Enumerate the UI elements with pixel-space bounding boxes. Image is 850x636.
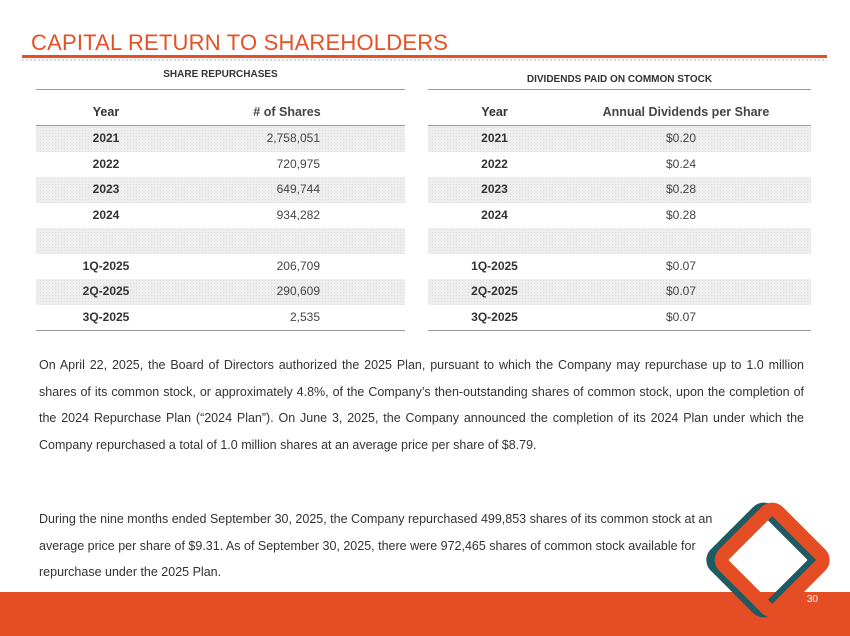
- dividend-cell: $0.07: [666, 309, 697, 324]
- year-cell: 1Q-2025: [82, 258, 130, 273]
- shares-cell: 2,535: [289, 309, 320, 324]
- shares-cell: 2,758,051: [266, 131, 320, 145]
- table-header-row: Year # of Shares: [36, 100, 405, 126]
- table-row: 2Q-2025 290,609: [36, 279, 405, 305]
- year-cell: 3Q-2025: [471, 309, 518, 324]
- table-row: 2024 934,282: [36, 203, 405, 229]
- nine-month-summary-paragraph: During the nine months ended September 3…: [39, 512, 713, 579]
- table-row: 2022 $0.24: [428, 152, 811, 178]
- dividend-cell: $0.28: [666, 182, 697, 196]
- table-row: 3Q-2025 $0.07: [428, 305, 811, 331]
- shares-cell: 206,709: [276, 258, 320, 273]
- year-cell: 2024: [481, 207, 508, 222]
- col-header-year: Year: [92, 105, 120, 119]
- year-cell: 2Q-2025: [82, 284, 130, 298]
- year-cell: 2023: [92, 182, 120, 196]
- year-cell: 2023: [481, 182, 508, 196]
- title-underline: [22, 55, 827, 58]
- dividend-cell: $0.07: [666, 258, 697, 273]
- table-row-empty: [36, 228, 405, 254]
- repurchase-plan-paragraph: On April 22, 2025, the Board of Director…: [39, 358, 804, 452]
- table-row: 2022 720,975: [36, 152, 405, 178]
- shares-cell: 720,975: [276, 156, 320, 171]
- year-cell: 2022: [92, 156, 120, 171]
- col-header-year: Year: [481, 105, 508, 119]
- share-repurchases-table: SHARE REPURCHASES Year # of Shares 2021 …: [36, 66, 405, 331]
- table-row: 2023 $0.28: [428, 177, 811, 203]
- table-row: 2023 649,744: [36, 177, 405, 203]
- dividend-cell: $0.24: [666, 156, 697, 171]
- dividends-title: DIVIDENDS PAID ON COMMON STOCK: [428, 70, 811, 90]
- year-cell: 2Q-2025: [471, 284, 518, 298]
- col-header-dividend: Annual Dividends per Share: [602, 105, 770, 119]
- footer-bar: [0, 592, 850, 636]
- table-row: 2024 $0.28: [428, 203, 811, 229]
- table-row: 2021 $0.20: [428, 126, 811, 152]
- table-row: 1Q-2025 206,709: [36, 254, 405, 280]
- shares-cell: 934,282: [276, 207, 320, 222]
- table-header-row: Year Annual Dividends per Share: [428, 100, 811, 126]
- page-number: 30: [806, 594, 818, 605]
- year-cell: [36, 228, 176, 254]
- share-repurchases-title: SHARE REPURCHASES: [36, 66, 405, 90]
- dividend-cell: $0.28: [666, 207, 697, 222]
- year-cell: [428, 228, 561, 254]
- title-dotted-rule: [22, 59, 827, 61]
- table-row: 1Q-2025 $0.07: [428, 254, 811, 280]
- year-cell: 2021: [481, 131, 508, 145]
- year-cell: 1Q-2025: [471, 258, 518, 273]
- year-cell: 2021: [92, 131, 120, 145]
- table-row: 2Q-2025 $0.07: [428, 279, 811, 305]
- dividend-cell: [561, 228, 811, 254]
- shares-cell: 290,609: [276, 284, 320, 298]
- year-cell: 2024: [92, 207, 120, 222]
- year-cell: 3Q-2025: [82, 309, 130, 324]
- company-logo-icon: [706, 502, 830, 618]
- shares-cell: [176, 228, 398, 254]
- col-header-shares: # of Shares: [253, 105, 321, 119]
- year-cell: 2022: [481, 156, 508, 171]
- page-title: CAPITAL RETURN TO SHAREHOLDERS: [31, 30, 449, 55]
- dividend-cell: $0.07: [666, 284, 697, 298]
- dividends-table: DIVIDENDS PAID ON COMMON STOCK Year Annu…: [428, 70, 811, 331]
- shares-cell: 649,744: [276, 182, 320, 196]
- table-row: 2021 2,758,051: [36, 126, 405, 152]
- table-row-empty: [428, 228, 811, 254]
- dividend-cell: $0.20: [666, 131, 697, 145]
- table-row: 3Q-2025 2,535: [36, 305, 405, 331]
